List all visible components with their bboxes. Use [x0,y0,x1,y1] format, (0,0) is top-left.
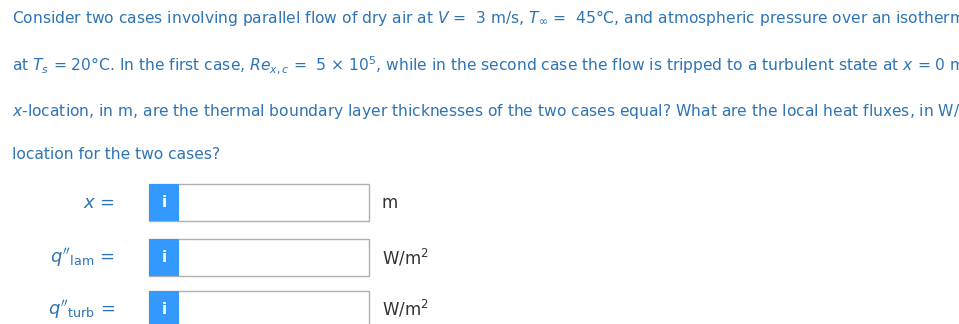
Text: W/m$^2$: W/m$^2$ [382,247,429,268]
Text: m: m [382,193,398,212]
Text: location for the two cases?: location for the two cases? [12,147,221,162]
FancyBboxPatch shape [149,239,369,276]
FancyBboxPatch shape [149,291,179,324]
Text: i: i [161,302,167,317]
FancyBboxPatch shape [149,184,369,221]
Text: $x$ =: $x$ = [83,193,115,212]
Text: Consider two cases involving parallel flow of dry air at $V$ =  3 m/s, $T_\infty: Consider two cases involving parallel fl… [12,8,959,28]
Text: $q''_{\rm turb}$ =: $q''_{\rm turb}$ = [48,298,115,321]
Text: W/m$^2$: W/m$^2$ [382,299,429,320]
Text: $q''_{\rm lam}$ =: $q''_{\rm lam}$ = [51,246,115,269]
FancyBboxPatch shape [149,291,369,324]
Text: $x$-location, in m, are the thermal boundary layer thicknesses of the two cases : $x$-location, in m, are the thermal boun… [12,101,959,122]
Text: at $T_s$ = 20°C. In the first case, $Re_{x,c}$ =  5 × 10$^5$, while in the secon: at $T_s$ = 20°C. In the first case, $Re_… [12,54,959,76]
FancyBboxPatch shape [149,239,179,276]
Text: i: i [161,195,167,210]
Text: i: i [161,250,167,265]
FancyBboxPatch shape [149,184,179,221]
